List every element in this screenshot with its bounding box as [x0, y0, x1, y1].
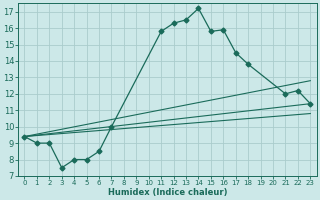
- X-axis label: Humidex (Indice chaleur): Humidex (Indice chaleur): [108, 188, 227, 197]
